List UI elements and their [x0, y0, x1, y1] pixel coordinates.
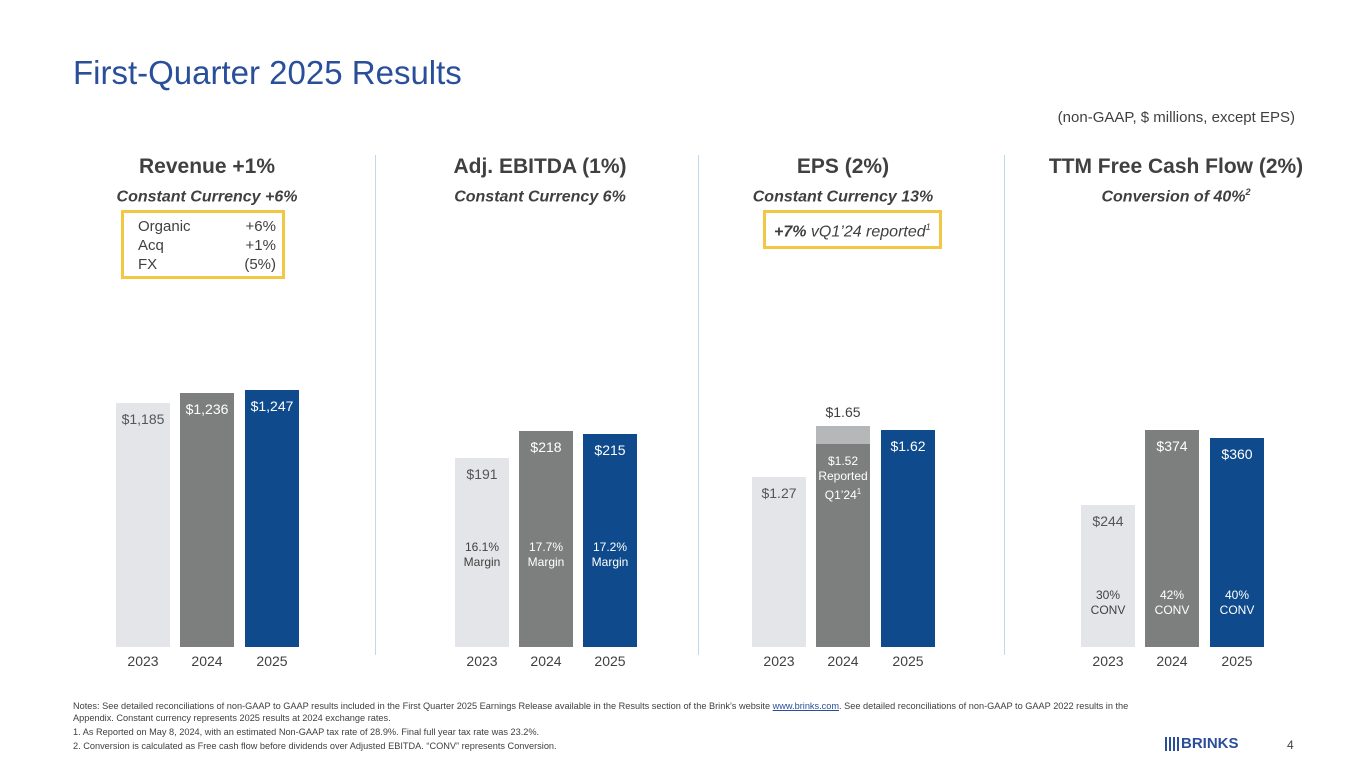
eps-title: EPS (2%): [796, 155, 890, 178]
x-label-2024: 2024: [1156, 653, 1188, 669]
page-title: First-Quarter 2025 Results: [73, 54, 462, 91]
bar-2023: [116, 403, 170, 647]
brinks-logo: BRINKS: [1165, 735, 1239, 752]
fcf-subtitle-text: Conversion of 40%: [1101, 188, 1246, 206]
x-label-2025: 2025: [594, 653, 626, 669]
reported-2024-label: $1.52 Reported Q1’241: [818, 453, 868, 502]
value-label-2025: $360: [1221, 445, 1253, 462]
x-label-2024: 2024: [827, 653, 859, 669]
x-label-2024: 2024: [530, 653, 562, 669]
revenue-breakdown-callout: Organic +6% Acq +1% FX (5%): [121, 210, 285, 279]
reported-2024-sup: 1: [856, 486, 862, 496]
value-label-2024: $218: [530, 439, 562, 456]
bar-2025: [881, 430, 935, 647]
ebitda-title: Adj. EBITDA (1%): [453, 155, 627, 178]
eps-callout-sup: 1: [925, 222, 931, 232]
ebitda-plot: $191 16.1% Margin 2023 $218 17.7% Margin 2024 $2…: [375, 150, 705, 680]
eps-callout: +7% vQ1’24 reported1: [763, 210, 942, 250]
brinks-website-link[interactable]: www.brinks.com: [772, 701, 840, 711]
eps-plot: $1.27 2023 $1.52 Reported Q1’241 $1.65 2024 $1.…: [678, 150, 1008, 680]
value-label-2024: $1.65: [825, 404, 861, 421]
ebitda-subtitle: Constant Currency 6%: [375, 187, 705, 206]
bar-2025: [583, 433, 637, 647]
breakdown-value: +6%: [245, 218, 276, 235]
breakdown-value: (5%): [244, 256, 276, 273]
value-label-2024: $374: [1156, 437, 1188, 454]
value-label-2023: $1.27: [761, 485, 797, 502]
bar-2024: [1145, 429, 1199, 647]
eps-panel: EPS (2%) Constant Currency 13% +7% vQ1’2…: [678, 150, 1008, 680]
revenue-plot: $1,185 2023 $1,236 2024 $1,247 2025: [42, 150, 372, 680]
x-label-2024: 2024: [191, 653, 223, 669]
breakdown-row-acq: Acq +1%: [138, 236, 276, 255]
inner-label-2024: 17.7% Margin: [527, 540, 565, 569]
units-note: (non-GAAP, $ millions, except EPS): [1057, 109, 1295, 126]
bar-2024: [519, 431, 573, 647]
value-label-2024: $1,236: [185, 400, 229, 417]
footnote-1: 1. As Reported on May 8, 2024, with an e…: [73, 727, 540, 737]
breakdown-label: Organic: [138, 218, 191, 235]
breakdown-value: +1%: [245, 237, 276, 254]
breakdown-row-fx: FX (5%): [138, 255, 276, 274]
inner-label-2023: 30% CONV: [1090, 588, 1126, 617]
inner-label-2025: 17.2% Margin: [591, 540, 629, 569]
footnote-2: 2. Conversion is calculated as Free cash…: [73, 741, 557, 751]
x-label-2025: 2025: [892, 653, 924, 669]
breakdown-label: Acq: [138, 237, 164, 254]
eps-subtitle: Constant Currency 13%: [678, 187, 1008, 206]
bar-2025: [245, 390, 299, 647]
footnotes: Notes: See detailed reconciliations of n…: [73, 700, 1133, 754]
fcf-plot: $244 30% CONV 2023 $374 42% CONV 2024 $360 40% CON…: [1011, 150, 1341, 680]
panel-divider: [375, 155, 376, 655]
value-label-2023: $191: [466, 465, 498, 482]
fcf-subtitle-sup: 2: [1245, 187, 1251, 197]
logo-text: BRINKS: [1181, 735, 1239, 752]
value-label-2025: $215: [594, 441, 626, 458]
x-label-2025: 2025: [256, 653, 288, 669]
panel-divider: [1004, 155, 1005, 655]
bar-2023: [752, 477, 806, 647]
x-label-2023: 2023: [763, 653, 795, 669]
value-label-2023: $1,185: [121, 411, 165, 428]
value-label-2025: $1,247: [250, 398, 294, 415]
eps-callout-bold: +7%: [774, 223, 807, 241]
bar-2023: [455, 457, 509, 647]
revenue-panel: Revenue +1% Constant Currency +6% Organi…: [42, 150, 372, 680]
page-number: 4: [1287, 738, 1294, 752]
revenue-subtitle-text: Constant Currency +6%: [116, 188, 298, 206]
value-label-2025: $1.62: [890, 438, 926, 455]
ebitda-panel: Adj. EBITDA (1%) Constant Currency 6% $1…: [375, 150, 705, 680]
breakdown-row-organic: Organic +6%: [138, 217, 276, 236]
inner-label-2024: 42% CONV: [1154, 588, 1190, 617]
footnote-main: Notes: See detailed reconciliations of n…: [73, 700, 1133, 724]
fcf-subtitle: Conversion of 40%2: [1011, 187, 1341, 206]
inner-label-2025: 40% CONV: [1219, 588, 1255, 617]
bar-2025: [1210, 437, 1264, 647]
panel-divider: [698, 155, 699, 655]
eps-subtitle-text: Constant Currency 13%: [752, 188, 934, 206]
x-label-2023: 2023: [127, 653, 159, 669]
revenue-subtitle: Constant Currency +6%: [42, 187, 372, 206]
logo-bars-icon: [1165, 737, 1179, 751]
ebitda-subtitle-text: Constant Currency 6%: [454, 188, 626, 206]
eps-callout-text: vQ1’24 reported: [806, 223, 926, 241]
x-label-2023: 2023: [466, 653, 498, 669]
x-label-2025: 2025: [1221, 653, 1253, 669]
fcf-panel: TTM Free Cash Flow (2%) Conversion of 40…: [1011, 150, 1341, 680]
fcf-title: TTM Free Cash Flow (2%): [1048, 155, 1304, 178]
bar-2024-reported: [816, 443, 870, 647]
footnote-main-prefix: Notes: See detailed reconciliations of n…: [73, 701, 773, 711]
value-label-2023: $244: [1092, 513, 1124, 530]
breakdown-label: FX: [138, 256, 158, 273]
revenue-title: Revenue +1%: [139, 155, 275, 178]
x-label-2023: 2023: [1092, 653, 1124, 669]
bar-2023: [1081, 505, 1135, 647]
footnote-main-suffix: . See detailed reconciliations of non-GA…: [73, 701, 1129, 723]
inner-label-2023: 16.1% Margin: [463, 540, 501, 569]
bar-2024: [180, 392, 234, 647]
